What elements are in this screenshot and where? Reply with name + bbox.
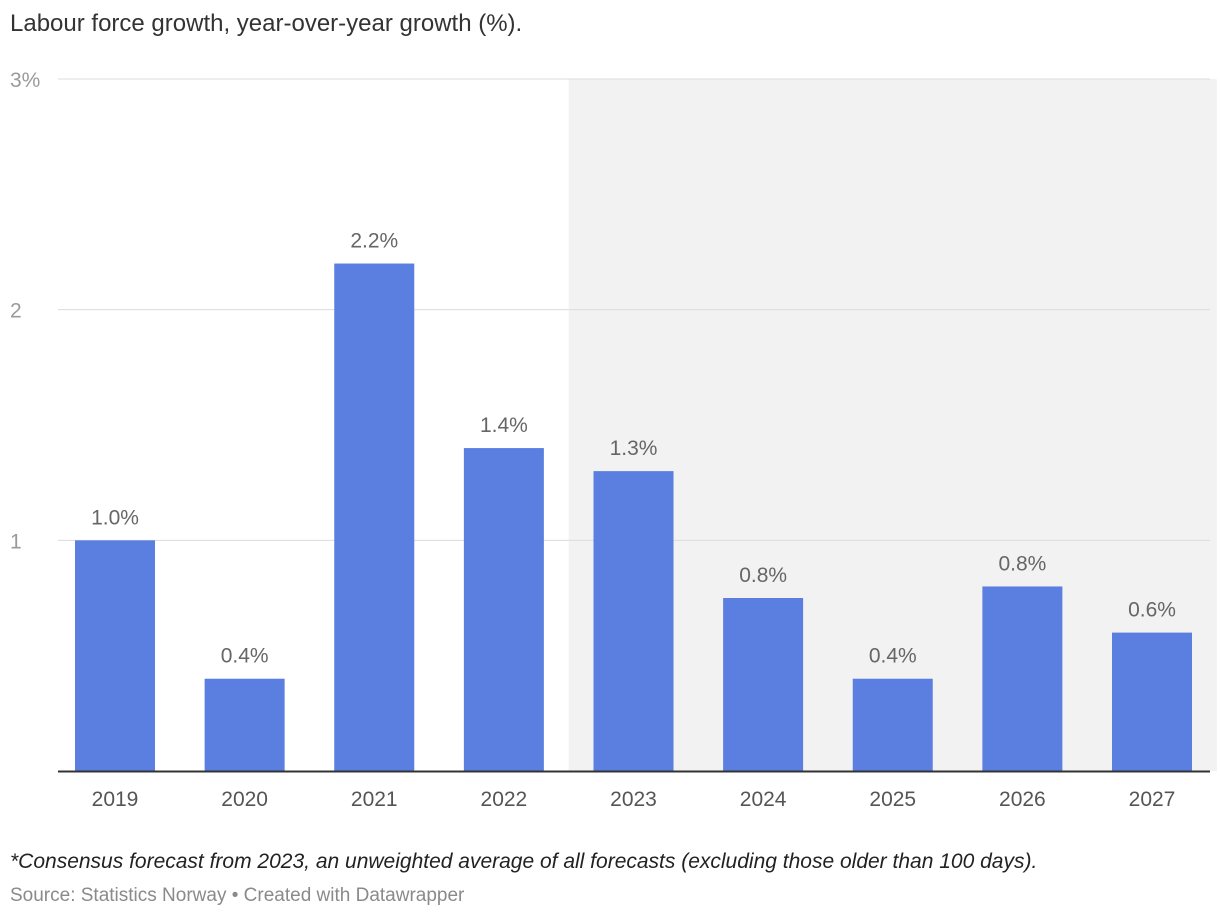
gridlines: 3% 2 1 bbox=[10, 69, 1210, 553]
data-label-2019: 1.0% bbox=[91, 506, 139, 529]
labels: 1.0% 2019 0.4% 2020 2.2% 2021 1.4% 2022 1.3% 2023… bbox=[91, 230, 1176, 811]
x-tick-label-2020: 2020 bbox=[221, 788, 268, 811]
bar-2024 bbox=[723, 598, 804, 771]
x-tick-label-2023: 2023 bbox=[610, 788, 657, 811]
x-tick-label-2025: 2025 bbox=[869, 788, 916, 811]
x-tick-label-2022: 2022 bbox=[481, 788, 528, 811]
y-tick-label: 2 bbox=[10, 300, 22, 323]
source-credit: Source: Statistics Norway • Created with… bbox=[10, 885, 465, 906]
bar-2023 bbox=[593, 471, 674, 771]
bars bbox=[75, 263, 1192, 771]
data-label-2021: 2.2% bbox=[350, 230, 398, 253]
x-tick-label-2024: 2024 bbox=[740, 788, 787, 811]
footnote: *Consensus forecast from 2023, an unweig… bbox=[10, 850, 1038, 873]
data-label-2026: 0.8% bbox=[998, 552, 1046, 575]
x-tick-label-2026: 2026 bbox=[999, 788, 1046, 811]
chart-title: Labour force growth, year-over-year grow… bbox=[10, 10, 523, 37]
bar-2027 bbox=[1112, 632, 1192, 771]
data-label-2022: 1.4% bbox=[480, 414, 528, 437]
bar-2026 bbox=[982, 586, 1063, 771]
bar-2019 bbox=[75, 540, 155, 771]
x-tick-label-2027: 2027 bbox=[1129, 788, 1176, 811]
data-label-2025: 0.4% bbox=[869, 645, 917, 668]
bar-2020 bbox=[204, 678, 285, 771]
data-label-2024: 0.8% bbox=[739, 564, 787, 587]
bar-2022 bbox=[463, 448, 544, 771]
x-tick-label-2021: 2021 bbox=[351, 788, 398, 811]
bar-2021 bbox=[334, 263, 415, 771]
bar-2025 bbox=[852, 678, 933, 771]
data-label-2023: 1.3% bbox=[610, 437, 658, 460]
forecast-shaded-region bbox=[568, 79, 1217, 771]
bar-chart: 3% 2 1 1.0% 2019 0.4% 2020 2.2% 2021 1.4% 2022 1.3… bbox=[10, 69, 1217, 811]
y-tick-label: 1 bbox=[10, 530, 22, 553]
data-label-2020: 0.4% bbox=[221, 645, 269, 668]
x-tick-label-2019: 2019 bbox=[92, 788, 139, 811]
y-tick-label: 3% bbox=[10, 69, 40, 92]
data-label-2027: 0.6% bbox=[1128, 599, 1176, 622]
